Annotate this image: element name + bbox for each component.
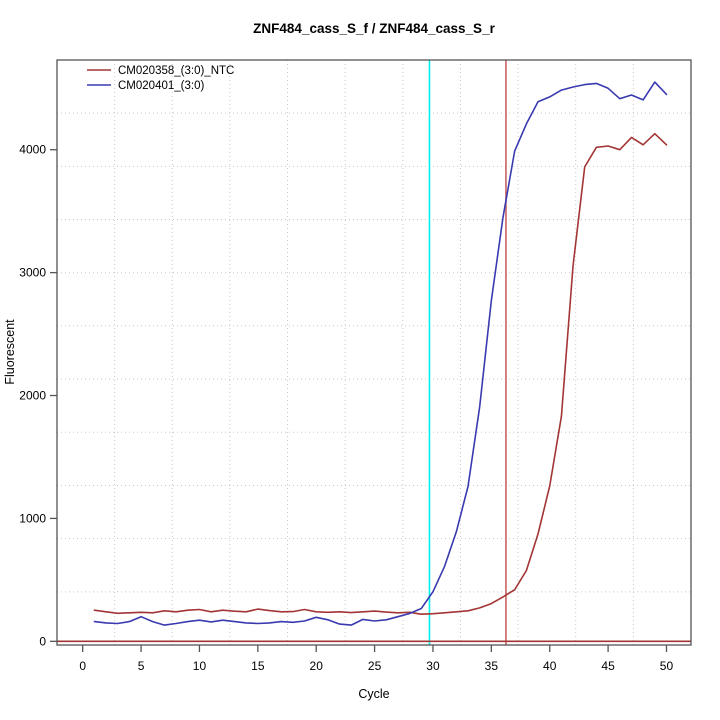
reference-lines — [57, 60, 691, 645]
x-tick-label: 25 — [368, 659, 382, 673]
axis-ticks — [50, 149, 668, 652]
x-tick-label: 40 — [543, 659, 557, 673]
legend: CM020358_(3:0)_NTC CM020401_(3:0) — [87, 65, 234, 92]
x-tick-label: 30 — [426, 659, 440, 673]
x-tick-label: 20 — [310, 659, 324, 673]
x-tick-label: 15 — [251, 659, 265, 673]
y-tick-label: 4000 — [19, 143, 46, 157]
x-tick-label: 0 — [79, 659, 86, 673]
legend-label: CM020358_(3:0)_NTC — [118, 65, 234, 77]
x-tick-label: 35 — [485, 659, 499, 673]
y-tick-label: 3000 — [19, 266, 46, 280]
x-tick-label: 45 — [601, 659, 615, 673]
y-axis-label: Fluorescent — [3, 319, 17, 385]
y-tick-label: 0 — [39, 634, 46, 648]
y-tick-label: 1000 — [19, 511, 46, 525]
gridlines — [57, 60, 691, 645]
x-tick-label: 5 — [138, 659, 145, 673]
series-curves — [93, 81, 668, 626]
legend-label: CM020401_(3:0) — [118, 80, 204, 92]
series-line-CM020358_(3:0)_NTC — [93, 132, 668, 616]
x-axis-label: Cycle — [358, 687, 389, 701]
x-tick-label: 10 — [193, 659, 207, 673]
axis-tick-labels: 0 5 10 15 20 25 30 35 40 45 50 0 1000 2000 3000 4000 — [19, 143, 673, 673]
y-tick-label: 2000 — [19, 389, 46, 403]
series-line-CM020401_(3:0) — [93, 81, 668, 626]
x-tick-label: 50 — [660, 659, 674, 673]
chart-title: ZNF484_cass_S_f / ZNF484_cass_S_r — [253, 21, 495, 36]
